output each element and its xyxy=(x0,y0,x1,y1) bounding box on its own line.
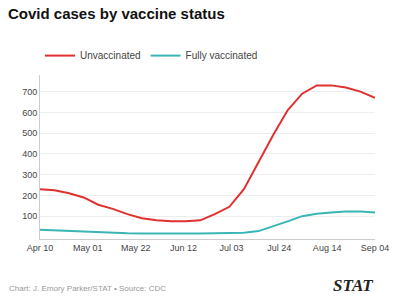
svg-text:Covid cases by vaccine status: Covid cases by vaccine status xyxy=(8,5,225,22)
svg-text:Jul 24: Jul 24 xyxy=(267,243,291,253)
svg-text:Fully vaccinated: Fully vaccinated xyxy=(186,50,258,61)
svg-text:200: 200 xyxy=(22,191,37,201)
svg-text:Jun 12: Jun 12 xyxy=(170,243,197,253)
svg-text:700: 700 xyxy=(22,87,37,97)
svg-text:May 22: May 22 xyxy=(121,243,151,253)
svg-text:300: 300 xyxy=(22,170,37,180)
svg-text:STAT: STAT xyxy=(333,276,373,295)
svg-text:400: 400 xyxy=(22,149,37,159)
svg-text:600: 600 xyxy=(22,108,37,118)
svg-text:Jul 03: Jul 03 xyxy=(219,243,243,253)
svg-text:Unvaccinated: Unvaccinated xyxy=(80,50,141,61)
svg-text:May 01: May 01 xyxy=(73,243,103,253)
svg-text:100: 100 xyxy=(22,211,37,221)
svg-text:500: 500 xyxy=(22,128,37,138)
svg-text:Sep 04: Sep 04 xyxy=(361,243,390,253)
svg-text:Chart: J. Emory Parker/STAT •: Chart: J. Emory Parker/STAT • Source: CD… xyxy=(9,284,166,293)
svg-text:Apr 10: Apr 10 xyxy=(27,243,54,253)
svg-text:Aug 14: Aug 14 xyxy=(313,243,342,253)
